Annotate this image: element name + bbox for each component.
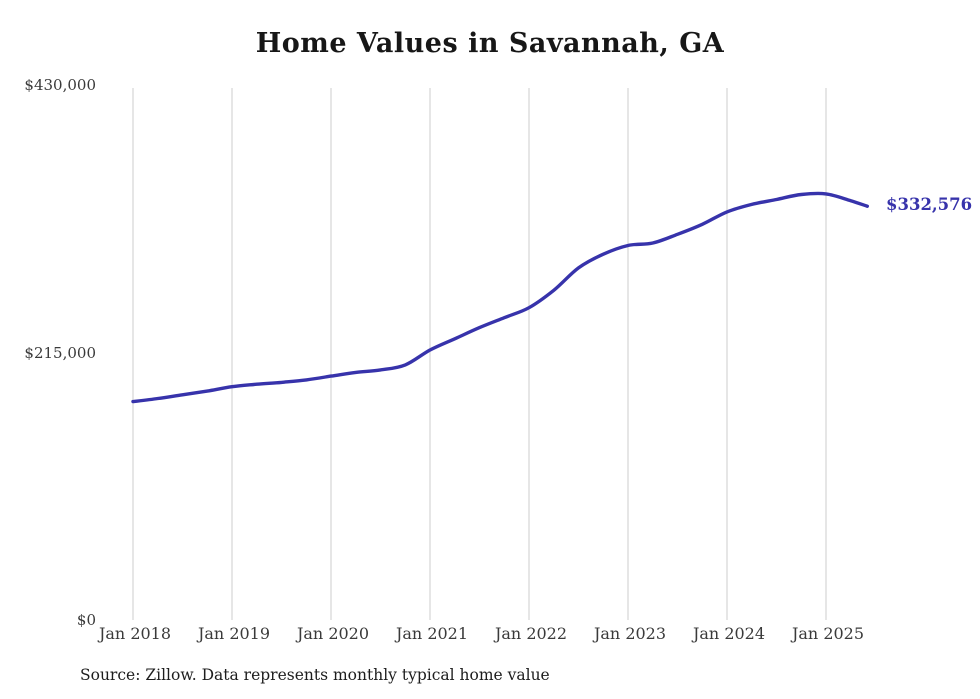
vertical-gridlines — [132, 88, 827, 620]
x-tick-jan-2020: Jan 2020 — [296, 624, 370, 643]
x-tick-jan-2024: Jan 2024 — [692, 624, 766, 643]
x-tick-jan-2019: Jan 2019 — [197, 624, 271, 643]
x-tick-jan-2025: Jan 2025 — [791, 624, 865, 643]
y-tick-215000: $215,000 — [24, 344, 96, 362]
x-tick-jan-2022: Jan 2022 — [494, 624, 568, 643]
x-tick-jan-2023: Jan 2023 — [593, 624, 667, 643]
x-tick-jan-2018: Jan 2018 — [98, 624, 172, 643]
latest-value-label: $332,576 — [886, 195, 973, 214]
x-tick-jan-2021: Jan 2021 — [395, 624, 469, 643]
y-tick-430000: $430,000 — [24, 76, 96, 94]
source-note: Source: Zillow. Data represents monthly … — [80, 666, 550, 684]
y-tick-0: $0 — [76, 611, 96, 629]
chart-title: Home Values in Savannah, GA — [255, 28, 725, 59]
home-value-line — [131, 191, 869, 404]
